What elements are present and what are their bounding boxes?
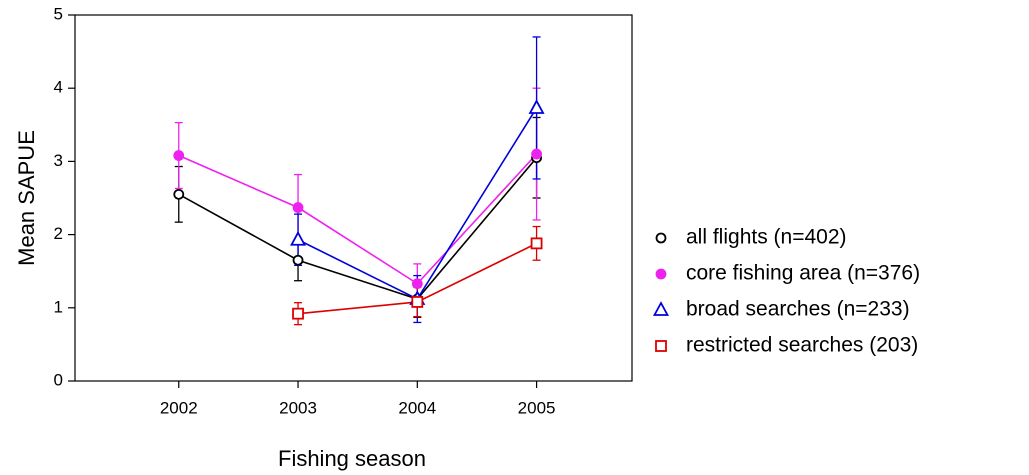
series-line xyxy=(178,157,538,300)
marker xyxy=(411,278,423,290)
legend-label: core fishing area (n=376) xyxy=(686,262,920,285)
marker xyxy=(292,307,304,320)
marker xyxy=(292,254,304,266)
legend-label: all flights (n=402) xyxy=(686,226,847,249)
x-axis-label: Fishing season xyxy=(278,446,426,471)
legend-marker xyxy=(655,340,667,352)
marker xyxy=(290,230,307,246)
x-tick-label: 2004 xyxy=(398,398,436,417)
x-tick-label: 2002 xyxy=(160,398,198,417)
x-tick-label: 2003 xyxy=(279,398,317,417)
legend-marker xyxy=(652,301,670,316)
marker xyxy=(528,99,545,114)
y-tick-label: 1 xyxy=(54,297,63,316)
marker xyxy=(173,150,185,161)
legend-label: restricted searches (203) xyxy=(686,334,918,357)
marker xyxy=(173,188,185,200)
marker xyxy=(292,202,304,213)
y-tick-label: 3 xyxy=(54,151,63,170)
plot-frame xyxy=(74,14,633,382)
y-tick-label: 0 xyxy=(54,370,63,389)
legend-marker xyxy=(655,232,667,244)
marker xyxy=(411,296,424,308)
legend-marker xyxy=(655,268,667,280)
legend-label: broad searches (n=233) xyxy=(686,298,910,321)
series-line xyxy=(178,153,538,285)
y-tick-label: 4 xyxy=(54,78,63,97)
y-axis-label: Mean SAPUE xyxy=(14,130,39,266)
marker xyxy=(531,148,542,160)
marker xyxy=(530,237,543,250)
y-tick-label: 5 xyxy=(54,4,63,23)
x-tick-label: 2005 xyxy=(518,398,556,417)
y-tick-label: 2 xyxy=(54,224,63,243)
